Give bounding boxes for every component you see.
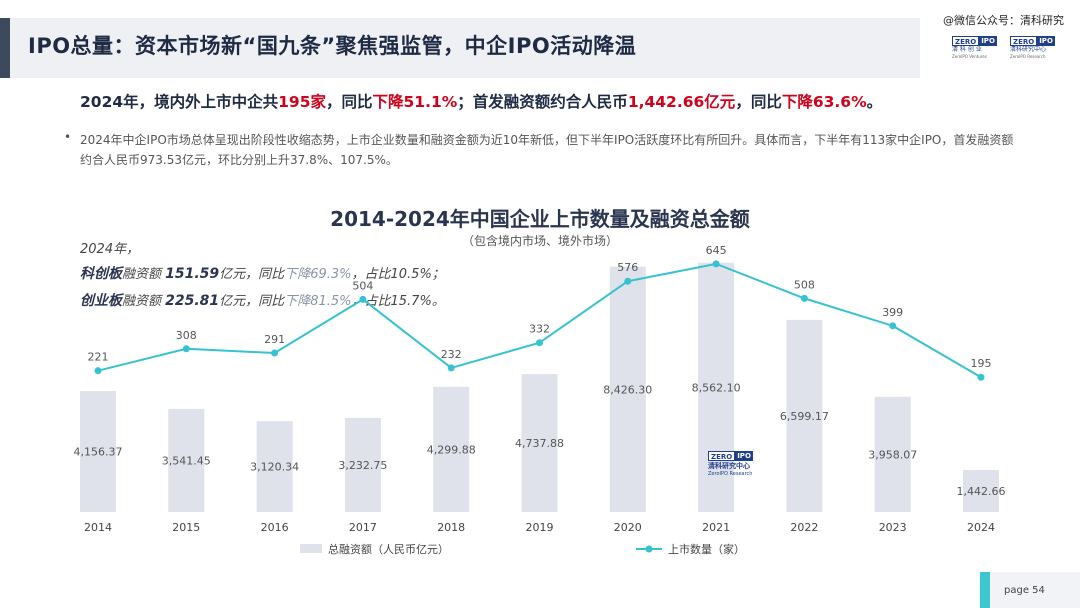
bar-label-2014: 4,156.37: [74, 446, 123, 459]
line-point-2021: [712, 260, 720, 268]
footer-band: [990, 572, 1080, 608]
bar-label-2019: 4,737.88: [515, 437, 564, 450]
header-accent-bar: [0, 18, 10, 78]
bar-2018: [433, 386, 470, 512]
bar-2017: [344, 417, 381, 512]
bar-label-2021: 8,562.10: [692, 381, 741, 394]
bar-2014: [80, 391, 116, 512]
line-label-2023: 399: [882, 306, 903, 319]
bar-2021: [698, 262, 735, 512]
line-point-2014: [94, 367, 102, 375]
bar-label-2016: 3,120.34: [250, 461, 299, 474]
line-label-2020: 576: [617, 261, 638, 274]
bar-2023: [874, 396, 911, 512]
line-label-2017: 504: [352, 279, 373, 292]
wechat-watermark: @微信公众号：清科研究: [943, 14, 1064, 27]
bar-label-2024: 1,442.66: [957, 485, 1006, 498]
listing-count: 195家: [278, 93, 326, 111]
x-tick-2014: 2014: [84, 521, 112, 534]
bar-label-2022: 6,599.17: [780, 410, 829, 423]
x-tick-2017: 2017: [349, 521, 377, 534]
bar-label-2017: 3,232.75: [338, 459, 387, 472]
x-tick-2023: 2023: [879, 521, 907, 534]
legend-bar-label: 总融资额（人民币亿元）: [328, 542, 449, 556]
bar-label-2023: 3,958.07: [868, 448, 917, 461]
zeroipo-ventures-logo: ZERO IPO 清 科 创 业 ZeroIPO Ventures: [952, 36, 997, 59]
legend-line-label: 上市数量（家）: [668, 542, 745, 556]
line-point-2015: [182, 345, 190, 353]
listing-count-line: [97, 262, 982, 379]
x-tick-2019: 2019: [526, 521, 554, 534]
summary-headline: 2024年，境内外上市中企共195家，同比下降51.1%；首发融资额约合人民币1…: [80, 93, 883, 111]
line-label-2021: 645: [706, 244, 727, 257]
chart-subtitle: （包含境内市场、境外市场）: [461, 234, 618, 248]
bullet-paragraph: 2024年中企IPO市场总体呈现出阶段性收缩态势，上市企业数量和融资金额为近10…: [80, 133, 1014, 167]
x-tick-2018: 2018: [437, 521, 465, 534]
line-label-2022: 508: [794, 278, 815, 291]
legend-line-marker: [645, 545, 653, 553]
bar-2019: [521, 374, 558, 512]
annotation-chinext: 创业板融资额 225.81亿元，同比下降81.5%，占比15.7%。: [80, 293, 445, 309]
bar-2015: [168, 408, 205, 512]
x-tick-2020: 2020: [614, 521, 642, 534]
amount-change: 下降63.6%: [781, 93, 867, 111]
line-label-2014: 221: [88, 351, 109, 364]
line-label-2015: 308: [176, 329, 197, 342]
annotation-year: 2024年，: [80, 242, 140, 257]
line-label-2019: 332: [529, 323, 550, 336]
x-tick-2024: 2024: [967, 521, 995, 534]
line-label-2018: 232: [441, 348, 462, 361]
line-point-2019: [536, 339, 543, 347]
bar-2022: [786, 319, 823, 512]
page-title: IPO总量：资本市场新“国九条”聚焦强监管，中企IPO活动降温: [28, 34, 637, 58]
line-point-2022: [800, 294, 808, 302]
count-change: 下降51.1%: [372, 93, 458, 111]
bar-label-2018: 4,299.88: [427, 443, 476, 456]
line-point-2023: [889, 322, 897, 330]
line-point-2016: [271, 349, 279, 357]
annotation-star-market: 科创板融资额 151.59亿元，同比下降69.3%，占比10.5%；: [80, 266, 445, 282]
bullet-dot: •: [64, 130, 72, 144]
x-tick-2021: 2021: [702, 521, 730, 534]
zeroipo-research-logo: ZERO IPO 清科研究中心 ZeroIPO Research: [1010, 36, 1055, 59]
x-tick-2016: 2016: [261, 521, 289, 534]
line-point-2024: [977, 373, 985, 381]
line-point-2017: [359, 295, 367, 303]
line-point-2020: [624, 277, 632, 285]
line-point-2018: [447, 364, 455, 372]
x-tick-2015: 2015: [172, 521, 200, 534]
bar-2020: [609, 266, 646, 512]
bar-label-2020: 8,426.30: [603, 383, 652, 396]
bar-label-2015: 3,541.45: [162, 454, 211, 467]
line-label-2024: 195: [971, 357, 992, 370]
bar-2024: [963, 470, 999, 512]
page-number: page 54: [1004, 585, 1045, 596]
bar-2016: [256, 421, 293, 512]
financing-amount: 1,442.66亿元: [627, 93, 736, 111]
footer-accent-bar: [980, 572, 990, 608]
x-tick-2022: 2022: [790, 521, 818, 534]
chart-title: 2014-2024年中国企业上市数量及融资总金额: [330, 207, 750, 231]
chart-watermark-logo: ZERO IPO 清科研究中心 ZeroIPO Research: [708, 451, 753, 477]
legend-bar-swatch: [300, 544, 322, 553]
header-band: [10, 18, 920, 78]
line-label-2016: 291: [264, 333, 285, 346]
